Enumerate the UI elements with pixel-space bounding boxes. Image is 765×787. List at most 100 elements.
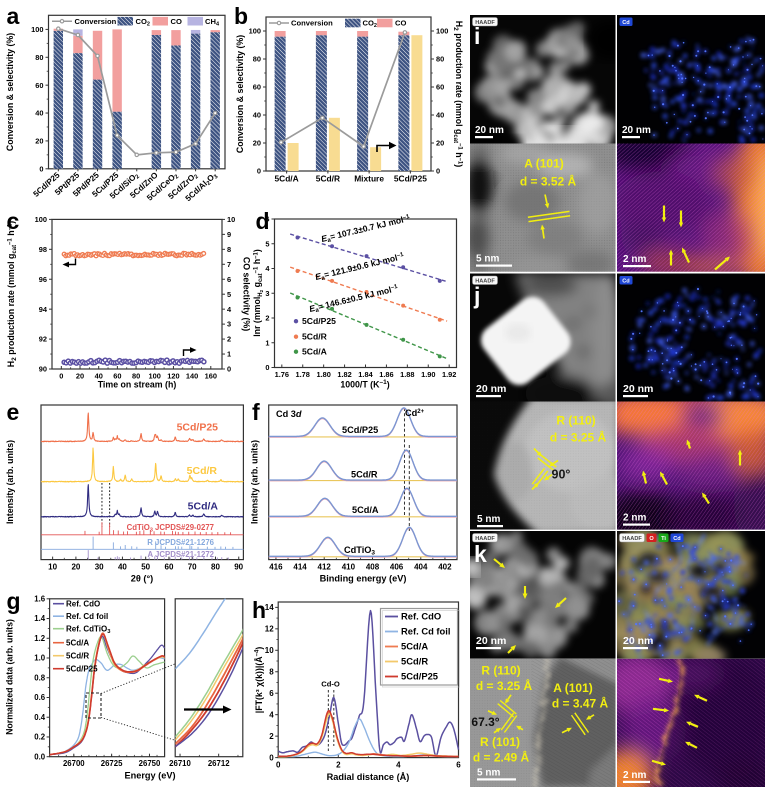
svg-text:20: 20: [436, 139, 444, 148]
svg-text:CdTiO3: CdTiO3: [344, 545, 375, 557]
svg-text:0: 0: [436, 167, 440, 176]
svg-text:Cd: Cd: [622, 278, 630, 284]
svg-text:20 nm: 20 nm: [623, 635, 653, 647]
svg-text:Ref. CdTiO3: Ref. CdTiO3: [66, 625, 111, 636]
svg-text:5: 5: [227, 290, 231, 299]
svg-text:14: 14: [265, 603, 274, 612]
svg-text:60: 60: [113, 372, 121, 381]
svg-text:3: 3: [227, 320, 231, 329]
svg-text:CO2: CO2: [363, 19, 377, 30]
svg-text:416: 416: [269, 563, 283, 572]
svg-text:Conversion: Conversion: [75, 17, 117, 26]
svg-text:HAADF: HAADF: [622, 536, 642, 542]
svg-text:2 nm: 2 nm: [623, 770, 646, 781]
svg-text:0.8: 0.8: [34, 673, 46, 682]
svg-text:3: 3: [265, 289, 269, 298]
svg-text:80: 80: [35, 53, 43, 62]
svg-text:406: 406: [390, 563, 404, 572]
svg-text:1.80: 1.80: [317, 370, 331, 379]
svg-text:a: a: [7, 3, 20, 29]
svg-text:6: 6: [227, 275, 231, 284]
svg-text:8: 8: [227, 245, 231, 254]
svg-text:26725: 26725: [101, 759, 123, 768]
svg-text:0: 0: [269, 753, 274, 762]
svg-text:67.3°: 67.3°: [471, 715, 499, 729]
svg-text:5Cd/P25: 5Cd/P25: [394, 174, 427, 184]
svg-text:k: k: [474, 541, 487, 567]
svg-text:O: O: [649, 536, 654, 542]
svg-text:5Cd/R: 5Cd/R: [351, 470, 378, 480]
svg-text:5Cd/P25: 5Cd/P25: [401, 671, 438, 682]
svg-text:26750: 26750: [139, 759, 161, 768]
svg-text:100: 100: [249, 27, 261, 36]
svg-text:5Cd/R: 5Cd/R: [187, 465, 218, 477]
svg-text:100: 100: [149, 372, 161, 381]
svg-text:1.92: 1.92: [442, 370, 456, 379]
svg-text:5Cd/A: 5Cd/A: [188, 501, 219, 513]
svg-text:5 nm: 5 nm: [477, 767, 500, 778]
svg-text:Cd 3d: Cd 3d: [276, 409, 302, 419]
svg-text:98: 98: [39, 245, 47, 254]
svg-text:d = 2.49 Å: d = 2.49 Å: [473, 749, 530, 764]
svg-text:6: 6: [265, 215, 269, 224]
svg-text:80: 80: [253, 55, 261, 64]
svg-text:Ref. CdO: Ref. CdO: [401, 611, 441, 622]
svg-text:0: 0: [257, 167, 261, 176]
svg-text:|FT(k³ χ(k))|(Å–4): |FT(k³ χ(k))|(Å–4): [254, 647, 264, 714]
svg-text:4: 4: [396, 761, 401, 770]
svg-text:Cd: Cd: [673, 536, 681, 542]
svg-text:20: 20: [35, 137, 43, 146]
svg-text:c: c: [7, 208, 20, 234]
svg-text:26712: 26712: [208, 759, 230, 768]
svg-text:40: 40: [118, 563, 127, 572]
svg-text:20 nm: 20 nm: [475, 125, 504, 136]
svg-text:5Cd/P25: 5Cd/P25: [66, 665, 98, 674]
svg-text:CH4: CH4: [205, 17, 220, 28]
svg-text:1: 1: [265, 338, 269, 347]
svg-text:A (101): A (101): [553, 681, 593, 695]
svg-text:20 nm: 20 nm: [476, 635, 506, 647]
svg-text:lnr (mmolH2 gcat–1 h–1): lnr (mmolH2 gcat–1 h–1): [252, 249, 264, 337]
svg-text:90: 90: [234, 563, 243, 572]
svg-text:0: 0: [265, 363, 269, 372]
svg-text:5Cd/A: 5Cd/A: [302, 347, 327, 357]
svg-text:f: f: [252, 399, 260, 425]
svg-text:140: 140: [186, 372, 198, 381]
svg-text:5Cd/P25: 5Cd/P25: [177, 422, 219, 434]
svg-text:80: 80: [211, 563, 220, 572]
svg-text:9: 9: [227, 230, 231, 239]
svg-text:5Cd/R: 5Cd/R: [66, 652, 89, 661]
svg-text:CO: CO: [171, 17, 182, 26]
svg-text:R (110): R (110): [481, 663, 520, 677]
svg-text:Ref. Cd foil: Ref. Cd foil: [66, 612, 108, 621]
svg-text:Cd2+: Cd2+: [405, 408, 425, 418]
svg-text:1.2: 1.2: [34, 634, 46, 643]
svg-text:10: 10: [265, 646, 274, 655]
svg-text:Conversion: Conversion: [291, 19, 333, 28]
svg-text:H2 production rate (mmol gcat–: H2 production rate (mmol gcat–1 h–1): [452, 21, 464, 167]
svg-text:30: 30: [95, 563, 104, 572]
svg-text:40: 40: [253, 111, 261, 120]
svg-text:1.6: 1.6: [34, 594, 46, 603]
svg-text:5Cd/R: 5Cd/R: [302, 332, 328, 342]
svg-text:10: 10: [48, 563, 57, 572]
svg-text:60: 60: [35, 81, 43, 90]
svg-text:Binding energy (eV): Binding energy (eV): [320, 574, 407, 584]
svg-text:d = 3.25 Å: d = 3.25 Å: [550, 430, 607, 445]
svg-text:1.76: 1.76: [275, 370, 289, 379]
svg-text:60: 60: [436, 83, 444, 92]
svg-text:H2 production rate (mmol gcat–: H2 production rate (mmol gcat–1 h–1): [6, 221, 18, 367]
svg-text:HAADF: HAADF: [475, 278, 495, 284]
svg-text:CO: CO: [395, 19, 406, 28]
svg-text:CdTiO3 JCPDS#29-0277: CdTiO3 JCPDS#29-0277: [127, 523, 214, 534]
svg-text:e: e: [7, 399, 20, 425]
svg-text:90: 90: [39, 365, 47, 374]
svg-text:0: 0: [39, 164, 43, 173]
svg-text:2 nm: 2 nm: [623, 254, 646, 265]
svg-text:5Cd/A: 5Cd/A: [66, 639, 89, 648]
svg-text:96: 96: [39, 275, 47, 284]
svg-text:410: 410: [342, 563, 356, 572]
svg-text:CO2: CO2: [136, 17, 150, 28]
svg-text:Radial distance (Å): Radial distance (Å): [327, 772, 410, 782]
svg-text:5Cd/P25: 5Cd/P25: [342, 425, 378, 435]
